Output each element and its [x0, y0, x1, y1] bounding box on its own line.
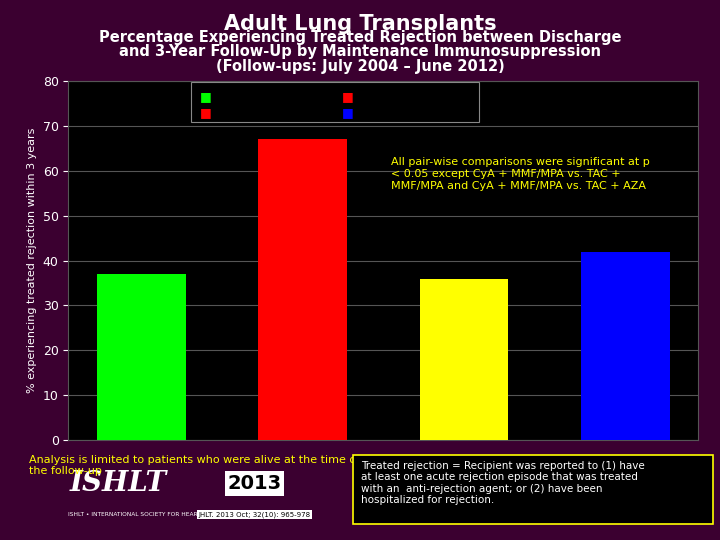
Text: and 3-Year Follow-Up by Maintenance Immunosuppression: and 3-Year Follow-Up by Maintenance Immu…	[119, 44, 601, 59]
Text: Percentage Experiencing Treated Rejection between Discharge: Percentage Experiencing Treated Rejectio…	[99, 30, 621, 45]
Text: ■: ■	[199, 90, 211, 103]
Text: Analysis is limited to patients who were alive at the time of
the follow-up: Analysis is limited to patients who were…	[29, 455, 360, 476]
Text: Adult Lung Transplants: Adult Lung Transplants	[224, 14, 496, 33]
Bar	[97, 274, 186, 440]
Text: All pair-wise comparisons were significant at p
< 0.05 except CyA + MMF/MPA vs. : All pair-wise comparisons were significa…	[392, 157, 650, 191]
Y-axis label: % experiencing treated rejection within 3 years: % experiencing treated rejection within …	[27, 128, 37, 393]
Text: ISHLT: ISHLT	[70, 470, 166, 497]
Text: ■: ■	[199, 106, 211, 119]
Text: JHLT. 2013 Oct; 32(10): 965-978: JHLT. 2013 Oct; 32(10): 965-978	[198, 511, 310, 518]
Bar	[581, 252, 670, 440]
Bar	[258, 139, 347, 440]
Bar	[420, 279, 508, 440]
Text: ■: ■	[342, 106, 354, 119]
Text: (Follow-ups: July 2004 – June 2012): (Follow-ups: July 2004 – June 2012)	[215, 59, 505, 74]
Text: ■: ■	[342, 90, 354, 103]
Text: Treated rejection = Recipient was reported to (1) have
at least one acute reject: Treated rejection = Recipient was report…	[361, 461, 645, 505]
Text: ISHLT • INTERNATIONAL SOCIETY FOR HEART AND LUNG TRANSPLANTATION: ISHLT • INTERNATIONAL SOCIETY FOR HEART …	[68, 512, 292, 517]
Text: 2013: 2013	[228, 474, 282, 493]
